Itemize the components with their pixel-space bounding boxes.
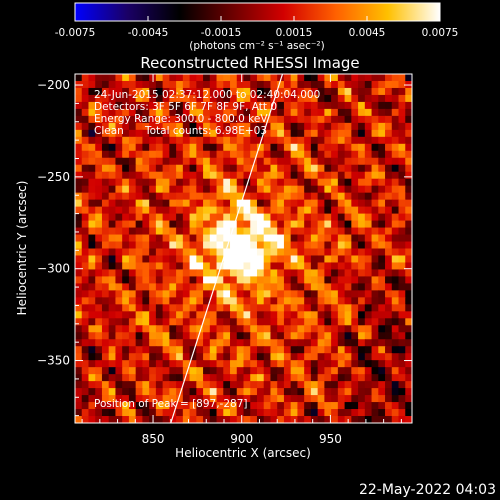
y-tick-label: −350 [37,354,70,368]
detectors-text: Detectors: 3F 5F 6F 7F 8F 9F, Att 0 [94,101,277,113]
footer-timestamp: 22-May-2022 04:03 [359,482,496,498]
time-range-text: 24-Jun-2015 02:37:12.000 to 02:40:04.000 [94,89,320,101]
colorbar-tick-label: -0.0075 [55,27,96,39]
clean-method-text: Clean [94,125,124,137]
x-axis-label: Heliocentric X (arcsec) [175,446,311,460]
plot-frame [74,73,413,424]
y-tick-label: −200 [37,78,70,92]
colorbar [75,3,440,21]
y-axis-label: Heliocentric Y (arcsec) [15,181,29,316]
y-tick-label: −250 [37,170,70,184]
x-tick-label: 900 [230,432,253,446]
axis-ticks: 850 900 950 −200 −250 −300 −350 [37,74,412,446]
colorbar-tick-label: 0.0075 [422,27,459,39]
colorbar-tick-label: -0.0045 [128,27,169,39]
peak-position-text: Position of Peak = [897,-287] [94,398,248,410]
solar-limb-line [170,74,284,423]
x-tick-label: 850 [142,432,165,446]
intensity-map [75,74,412,423]
chart-title: Reconstructed RHESSI Image [140,54,359,72]
x-tick-label: 950 [319,432,342,446]
colorbar-frame [74,2,441,22]
energy-range-text: Energy Range: 300.0 - 800.0 keV [94,113,268,125]
colorbar-tick-label: -0.0015 [201,27,242,39]
total-counts-text: Total counts: 6.98E+03 [144,125,267,137]
colorbar-unit-label: (photons cm⁻² s⁻¹ asec⁻²) [189,40,324,52]
colorbar-tick-label: 0.0045 [349,27,386,39]
y-tick-label: −300 [37,262,70,276]
colorbar-ticks: -0.0075 -0.0045 -0.0015 0.0015 0.0045 0.0075 [55,16,459,39]
colorbar-tick-label: 0.0015 [276,27,313,39]
observation-info: 24-Jun-2015 02:37:12.000 to 02:40:04.000… [94,89,320,137]
